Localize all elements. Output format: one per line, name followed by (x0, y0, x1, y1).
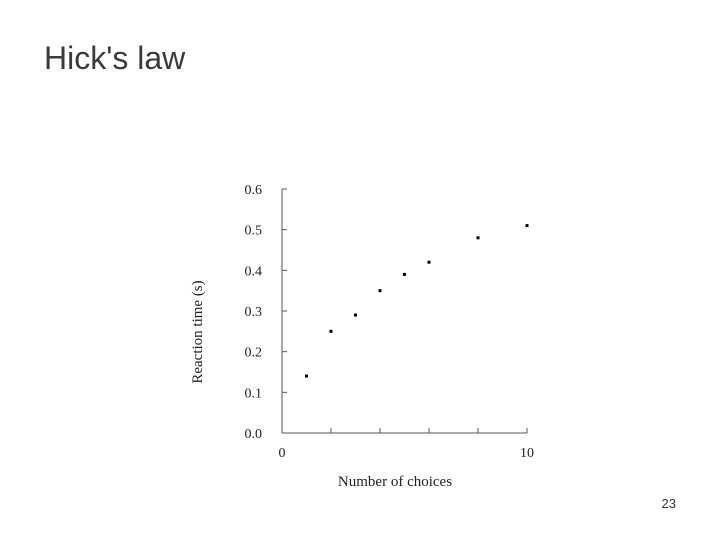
y-tick-label: 0.1 (245, 386, 263, 401)
y-tick-label: 0.0 (245, 427, 263, 442)
data-point (378, 289, 382, 293)
data-point (354, 313, 357, 317)
page-number: 23 (661, 496, 676, 511)
chart-axes (281, 189, 527, 434)
data-points (305, 224, 529, 378)
data-point (403, 272, 406, 276)
y-tick-label: 0.3 (245, 305, 263, 320)
x-axis-label: Number of choices (338, 474, 452, 490)
data-point (427, 260, 431, 264)
data-point (525, 224, 529, 228)
y-axis-ticks: 0.0 0.1 0.2 0.3 0.4 0.5 0.6 (245, 183, 287, 442)
y-tick-label: 0.5 (245, 224, 263, 239)
slide-title: Hick's law (44, 40, 186, 76)
y-tick-label: 0.6 (245, 183, 263, 198)
x-tick-label: 0 (279, 446, 286, 461)
x-axis-ticks: 0 10 (279, 428, 534, 461)
data-point (305, 374, 308, 378)
data-point (476, 236, 480, 240)
data-point (329, 329, 333, 333)
y-tick-label: 0.2 (245, 346, 263, 361)
x-tick-label: 10 (520, 446, 534, 461)
y-axis-label: Reaction time (s) (190, 280, 206, 383)
y-tick-label: 0.4 (245, 264, 263, 279)
